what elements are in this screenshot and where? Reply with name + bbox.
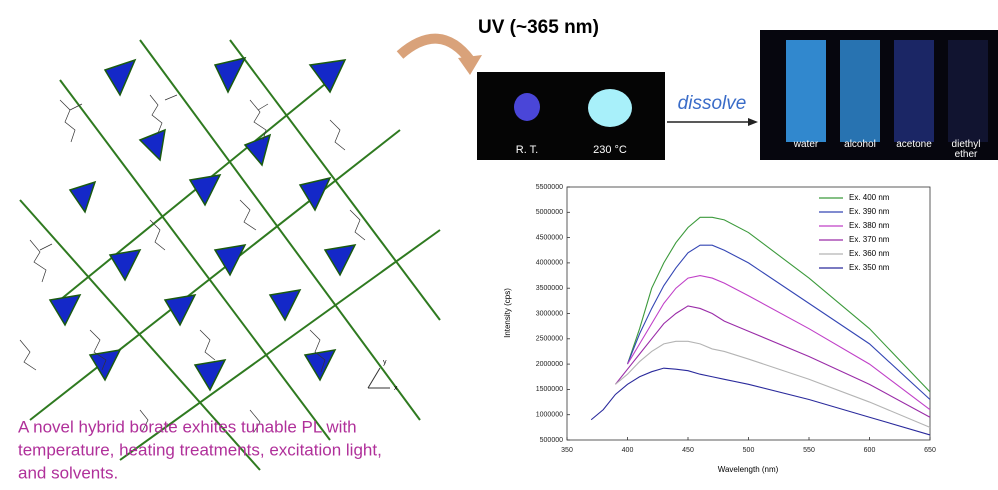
x-tick-label: 350 (561, 447, 573, 454)
curved-arrow (400, 39, 470, 60)
axes-symbol (368, 368, 390, 388)
legend-label: Ex. 400 nm (849, 193, 890, 202)
borate-triangles (50, 58, 355, 390)
y-tick-label: 1000000 (536, 412, 563, 419)
x-tick-label: 450 (682, 447, 694, 454)
y-tick-label: 2500000 (536, 336, 563, 343)
solvent-label: acetone (888, 140, 940, 150)
x-tick-label: 550 (803, 447, 815, 454)
x-tick-label: 500 (743, 447, 755, 454)
x-tick-label: 400 (622, 447, 634, 454)
solvent-label: alcohol (834, 140, 886, 150)
vial-water (786, 40, 826, 142)
axis-symbol-label: y (383, 359, 387, 366)
x-tick-label: 650 (924, 447, 936, 454)
chart: y x UV (~365 nm) R. T. 230 °C dissolve A… (0, 0, 998, 490)
y-tick-label: 2000000 (536, 361, 563, 368)
alkyl-chains (20, 95, 365, 432)
solvent-label: diethyl ether (946, 140, 986, 160)
arrow-head (748, 118, 758, 126)
uv-label: UV (~365 nm) (478, 17, 599, 38)
legend-label: Ex. 370 nm (849, 235, 890, 244)
series-line (591, 368, 930, 435)
legend-label: Ex. 350 nm (849, 263, 890, 272)
dissolve-label: dissolve (678, 93, 747, 114)
powder-rt (514, 93, 540, 121)
y-tick-label: 5500000 (536, 184, 563, 191)
y-tick-label: 3000000 (536, 310, 563, 317)
caption-line: A novel hybrid borate exhites tunable PL… (18, 417, 357, 436)
x-tick-label: 600 (864, 447, 876, 454)
vial-acetone (894, 40, 934, 142)
y-axis-label: Intensity (cps) (503, 288, 512, 338)
vial-ether (948, 40, 988, 142)
y-tick-label: 3500000 (536, 285, 563, 292)
y-tick-label: 500000 (540, 437, 563, 444)
series-line (615, 341, 930, 427)
solvent-label: water (780, 140, 832, 150)
legend-label: Ex. 360 nm (849, 249, 890, 258)
y-tick-label: 4000000 (536, 260, 563, 267)
caption-line: and solvents. (18, 463, 118, 482)
y-tick-label: 4500000 (536, 234, 563, 241)
photo-label: R. T. (516, 144, 538, 156)
page: y x UV (~365 nm) R. T. 230 °C dissolve A… (0, 0, 998, 490)
legend-label: Ex. 380 nm (849, 221, 890, 230)
caption-line: temperature, heating treatments, excitat… (18, 440, 382, 459)
y-tick-label: 1500000 (536, 386, 563, 393)
y-tick-label: 5000000 (536, 209, 563, 216)
series-line (615, 306, 930, 417)
vial-alcohol (840, 40, 880, 142)
powder-230 (588, 89, 632, 127)
x-axis-label: Wavelength (nm) (718, 465, 779, 474)
series-line (628, 276, 931, 410)
axis-symbol-label: x (394, 385, 398, 392)
legend-label: Ex. 390 nm (849, 207, 890, 216)
photo-label: 230 °C (593, 144, 627, 156)
photo-powder (477, 72, 665, 160)
